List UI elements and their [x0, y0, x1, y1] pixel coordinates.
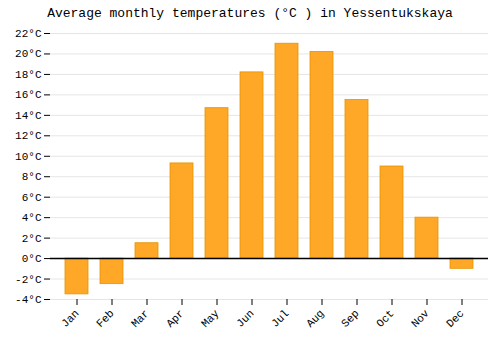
svg-text:0°C: 0°C	[22, 253, 42, 265]
svg-text:18°C: 18°C	[15, 69, 42, 81]
svg-text:6°C: 6°C	[22, 192, 42, 204]
html-text:Average monthly temperatures (: Average monthly temperatures (°C ) in Ye…	[47, 6, 453, 21]
svg-text:Jan: Jan	[59, 307, 81, 329]
svg-text:-2°C: -2°C	[15, 274, 42, 286]
svg-text:May: May	[199, 307, 222, 330]
svg-text:-4°C: -4°C	[15, 294, 42, 306]
svg-text:2°C: 2°C	[22, 233, 42, 245]
svg-text:Jun: Jun	[234, 307, 256, 329]
svg-text:14°C: 14°C	[15, 110, 42, 122]
svg-text:4°C: 4°C	[22, 212, 42, 224]
svg-text:Nov: Nov	[409, 307, 432, 330]
svg-text:12°C: 12°C	[15, 130, 42, 142]
svg-text:Aug: Aug	[304, 307, 326, 329]
svg-text:Jul: Jul	[269, 307, 291, 329]
svg-text:Sep: Sep	[339, 307, 361, 329]
svg-text:Dec: Dec	[444, 307, 466, 329]
svg-text:20°C: 20°C	[15, 48, 42, 60]
svg-text:Feb: Feb	[94, 307, 116, 329]
svg-text:22°C: 22°C	[15, 28, 42, 40]
svg-text:10°C: 10°C	[15, 151, 42, 163]
svg-text:Apr: Apr	[164, 307, 186, 329]
svg-text:Mar: Mar	[129, 307, 151, 329]
svg-text:8°C: 8°C	[22, 171, 42, 183]
svg-text:16°C: 16°C	[15, 89, 42, 101]
svg-text:Oct: Oct	[374, 307, 396, 329]
